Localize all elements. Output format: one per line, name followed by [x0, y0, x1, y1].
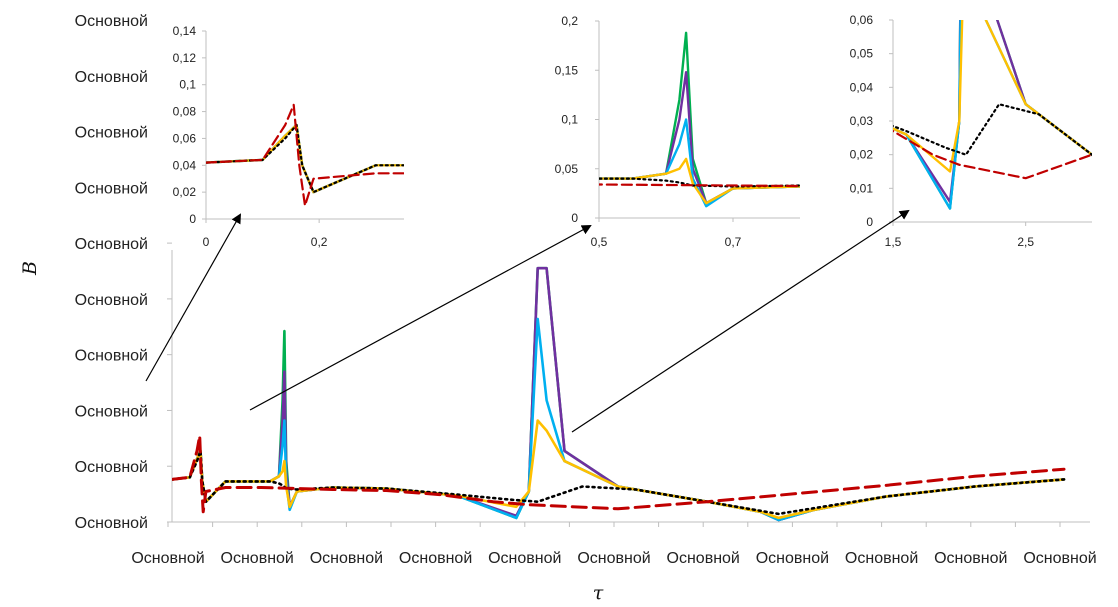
inset-0-y-tick-label: 0,02: [173, 185, 197, 199]
main-x-tick-label: Основной: [845, 550, 918, 567]
inset-1-y-tick-label: 0: [571, 211, 578, 225]
inset-2-y-tick-label: 0,04: [850, 80, 874, 94]
zoom-arrow-1: [249, 225, 592, 411]
main-x-tick-label: Основной: [399, 550, 472, 567]
inset-0-series-line-5: [206, 103, 404, 207]
main-y-axis-title: B: [19, 261, 41, 276]
inset-2-y-tick-label: 0,02: [850, 148, 874, 162]
inset-1-x-tick-label: 0,5: [591, 235, 608, 249]
main-x-tick-label: Основной: [1023, 550, 1096, 567]
inset-1-y-tick-label: 0,05: [555, 162, 579, 176]
main-series-line-5: [172, 434, 1066, 514]
main-x-tick-label: Основной: [310, 550, 383, 567]
inset-0-y-tick-label: 0,14: [173, 24, 197, 38]
main-x-tick-label: Основной: [221, 550, 294, 567]
main-series-line-3: [172, 419, 1066, 520]
main-y-tick-label: Основной: [75, 13, 148, 30]
inset-0-series-line-4: [206, 123, 404, 194]
main-x-tick-label: Основной: [488, 550, 561, 567]
main-x-tick-label: Основной: [934, 550, 1007, 567]
main-series-group: [172, 266, 1066, 522]
zoom-arrow-0: [145, 213, 241, 382]
main-x-tick-label: Основной: [131, 550, 204, 567]
inset-2-y-tick-label: 0,05: [850, 47, 874, 61]
inset-0-y-tick-label: 0,1: [179, 78, 196, 92]
inset-0-y-tick-label: 0,04: [173, 158, 197, 172]
main-y-tick-label: Основной: [75, 515, 148, 532]
inset-2-background: [893, 20, 1092, 222]
inset-1-y-tick-label: 0,2: [561, 14, 578, 28]
inset-2-y-tick-label: 0: [866, 215, 873, 229]
main-x-axis-title: τ: [593, 582, 604, 604]
inset-0-background: [206, 31, 404, 219]
inset-2-x-tick-label: 1,5: [885, 235, 902, 249]
inset-0-y-tick-label: 0,12: [173, 51, 197, 65]
inset-0-y-tick-label: 0,08: [173, 105, 197, 119]
zoom-arrow-2: [571, 209, 910, 433]
inset-2-y-tick-label: 0,01: [850, 181, 874, 195]
inset-0-y-tick-label: 0,06: [173, 131, 197, 145]
inset-0-x-tick-label: 0,2: [311, 235, 328, 249]
inset-0-x-tick-label: 0: [203, 235, 210, 249]
inset-2-y-tick-label: 0,03: [850, 114, 874, 128]
main-x-tick-label: Основной: [577, 550, 650, 567]
main-y-tick-label: Основной: [75, 180, 148, 197]
inset-0-y-tick-label: 0: [189, 212, 196, 226]
main-y-tick-label: Основной: [75, 236, 148, 253]
main-y-tick-label: Основной: [75, 403, 148, 420]
inset-1-y-tick-label: 0,1: [561, 113, 578, 127]
inset-0-series-group: [206, 103, 404, 207]
inset-1-y-tick-label: 0,15: [555, 63, 579, 77]
main-y-tick-label: Основной: [75, 292, 148, 309]
inset-1-x-tick-label: 0,7: [725, 235, 742, 249]
main-y-tick-label: Основной: [75, 69, 148, 86]
main-x-tick-label: Основной: [667, 550, 740, 567]
main-y-tick-label: Основной: [75, 459, 148, 476]
inset-2-x-tick-label: 2,5: [1017, 235, 1034, 249]
main-series-line-4: [172, 449, 1066, 516]
inset-2-y-tick-label: 0,06: [850, 13, 874, 27]
main-y-tick-label: Основной: [75, 125, 148, 142]
main-y-tick-label: Основной: [75, 348, 148, 365]
main-x-tick-label: Основной: [756, 550, 829, 567]
